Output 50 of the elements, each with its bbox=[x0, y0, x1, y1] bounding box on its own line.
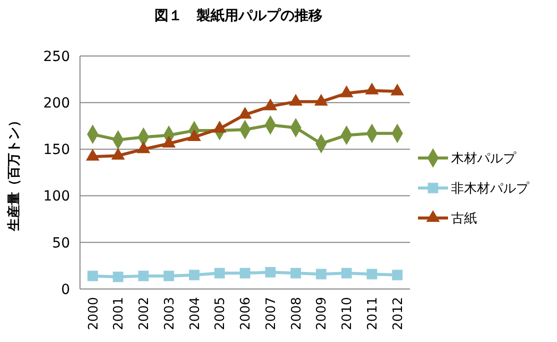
x-tick-label: 2008 bbox=[289, 297, 304, 330]
point bbox=[138, 270, 149, 282]
point bbox=[365, 82, 379, 94]
point bbox=[164, 270, 174, 282]
x-tick-label: 2000 bbox=[86, 297, 102, 330]
point bbox=[288, 94, 303, 106]
y-tick-label: 150 bbox=[43, 142, 70, 158]
x-tick-label: 2010 bbox=[340, 297, 356, 330]
x-tick-label: 2012 bbox=[390, 297, 406, 330]
x-tick-label: 2001 bbox=[112, 297, 127, 330]
point bbox=[340, 85, 354, 98]
point bbox=[392, 270, 403, 280]
y-axis-title: 生産量（百万トン） bbox=[6, 114, 22, 232]
x-tick-label: 2002 bbox=[137, 297, 152, 330]
point bbox=[341, 268, 352, 278]
x-tick-label: 2009 bbox=[314, 297, 330, 330]
x-tick-label: 2011 bbox=[365, 297, 380, 330]
x-tick-label: 2004 bbox=[188, 297, 203, 330]
point bbox=[264, 98, 278, 110]
point bbox=[314, 94, 328, 106]
x-tick-label: 2007 bbox=[264, 297, 279, 330]
y-tick-label: 50 bbox=[52, 235, 70, 252]
chart-title: 図１ 製紙用パルプの推移 bbox=[154, 7, 322, 24]
point bbox=[214, 268, 225, 278]
point bbox=[240, 268, 250, 278]
y-tick-label: 100 bbox=[43, 188, 70, 205]
point bbox=[112, 272, 124, 282]
legend-label: 非木材パルプ bbox=[451, 182, 530, 197]
point bbox=[390, 84, 404, 96]
point bbox=[316, 268, 326, 280]
point bbox=[87, 270, 98, 282]
legend-label: 古紙 bbox=[451, 212, 477, 227]
x-tick-label: 2006 bbox=[238, 297, 254, 330]
y-tick-label: 200 bbox=[43, 96, 70, 112]
point bbox=[187, 129, 202, 142]
legend-label: 木材パルプ bbox=[451, 152, 517, 167]
y-tick-label: 0 bbox=[61, 282, 70, 298]
point bbox=[265, 266, 276, 278]
point bbox=[212, 120, 226, 133]
x-tick-label: 2005 bbox=[213, 297, 228, 330]
point bbox=[366, 268, 378, 280]
x-tick-label: 2003 bbox=[162, 297, 178, 330]
point bbox=[111, 148, 125, 160]
point bbox=[188, 270, 200, 280]
point bbox=[136, 141, 150, 154]
y-tick-label: 250 bbox=[43, 48, 70, 65]
point bbox=[290, 268, 302, 278]
point bbox=[162, 136, 176, 148]
point bbox=[86, 148, 100, 161]
point bbox=[238, 106, 252, 119]
